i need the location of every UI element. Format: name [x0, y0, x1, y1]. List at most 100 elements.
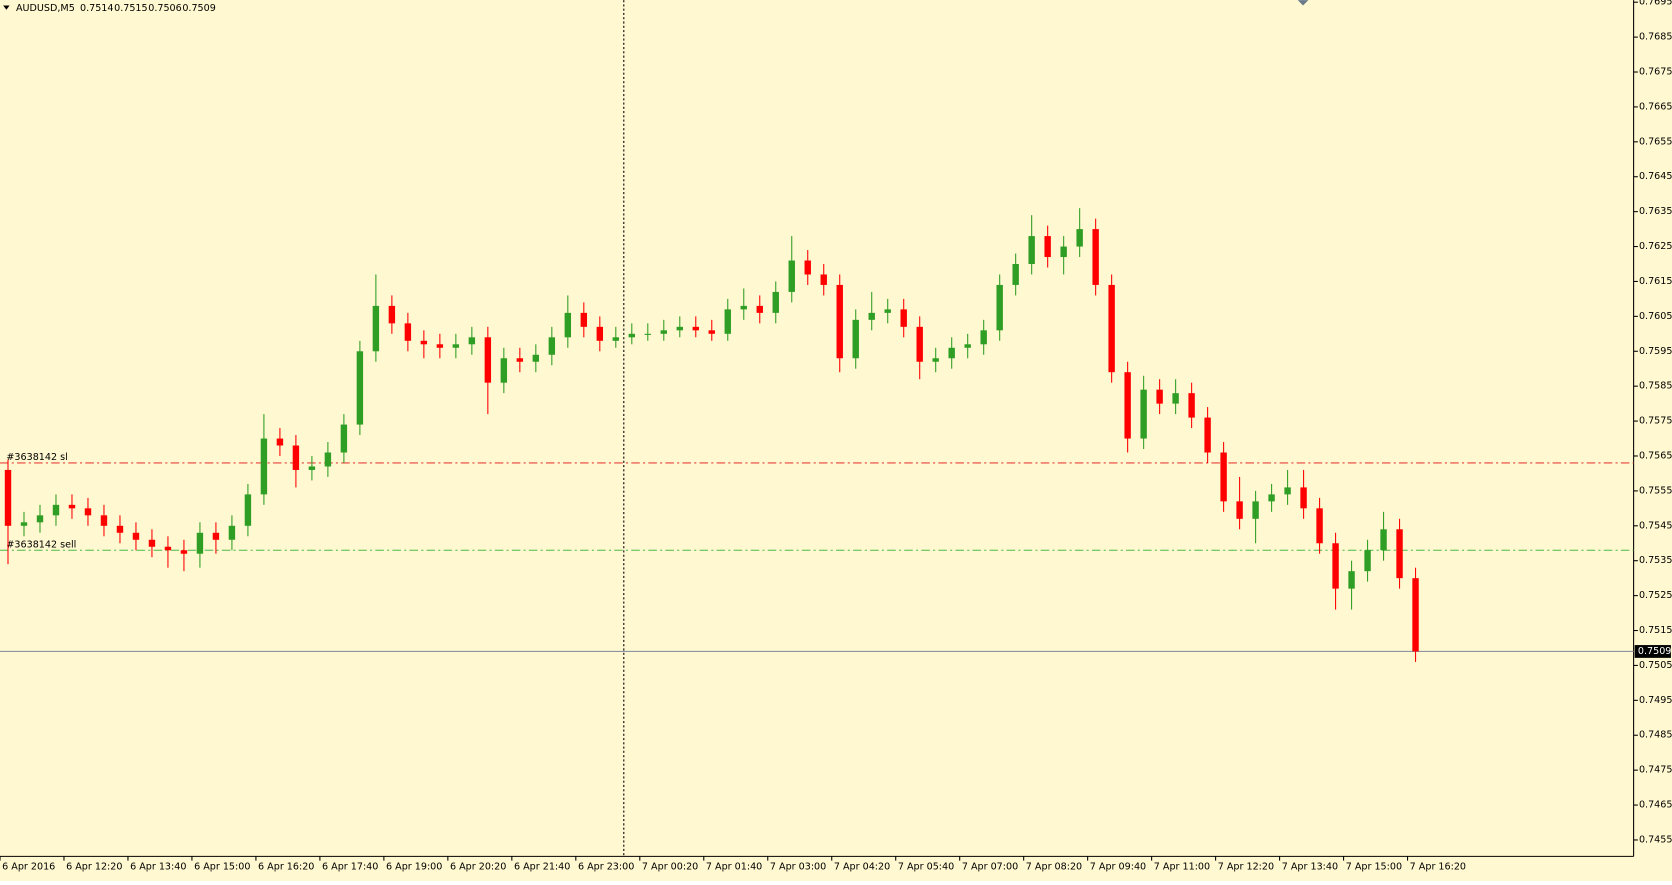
x-tick-label: 7 Apr 03:00 — [770, 862, 826, 873]
candle-body — [756, 305, 763, 313]
candle-body — [404, 323, 412, 341]
header-value: 0.7515 — [114, 3, 148, 14]
candle-body — [164, 546, 172, 551]
y-tick-label: 0.7545 — [1639, 520, 1672, 531]
candle-body — [1396, 529, 1403, 579]
candle-body — [260, 438, 268, 495]
candle-body — [1140, 389, 1147, 439]
y-tick-label: 0.7595 — [1639, 346, 1672, 357]
candle-body — [868, 312, 875, 320]
x-tick-label: 7 Apr 01:40 — [706, 862, 762, 873]
header-value: 0.7514 — [80, 3, 114, 14]
x-tick-label: 7 Apr 05:40 — [898, 862, 954, 873]
x-tick-label: 7 Apr 09:40 — [1090, 862, 1146, 873]
candle-body — [1364, 550, 1371, 572]
candle-body — [676, 326, 683, 331]
x-tick-label: 6 Apr 17:40 — [322, 862, 378, 873]
x-tick-label: 7 Apr 15:00 — [1346, 862, 1402, 873]
candle-body — [20, 522, 28, 526]
candle-body — [276, 438, 284, 446]
candle-body — [1300, 487, 1307, 509]
candle-body — [900, 309, 907, 327]
candle-body — [964, 344, 971, 348]
y-tick-label: 0.7615 — [1639, 276, 1672, 287]
candle-body — [1108, 284, 1115, 373]
candle-body — [1124, 372, 1131, 439]
x-tick-label: 7 Apr 00:20 — [642, 862, 698, 873]
candle-body — [356, 351, 364, 425]
candle-body — [420, 340, 428, 345]
x-tick-label: 7 Apr 07:00 — [962, 862, 1018, 873]
bid-box — [1634, 645, 1671, 658]
y-tick-label: 0.7645 — [1639, 171, 1672, 182]
candle-body — [516, 358, 524, 362]
header-value: 0.7506 — [148, 3, 182, 14]
y-tick-label: 0.7695 — [1639, 0, 1672, 8]
candle-body — [820, 274, 827, 285]
candle-body — [1380, 529, 1387, 551]
candle-body — [852, 319, 859, 359]
x-tick-label: 7 Apr 04:20 — [834, 862, 890, 873]
candle-body — [244, 494, 252, 526]
y-tick-label: 0.7635 — [1639, 206, 1672, 217]
y-tick-label: 0.7465 — [1639, 800, 1672, 811]
candle-body — [452, 344, 460, 348]
scroll-marker[interactable] — [1297, 0, 1309, 6]
candle-body — [84, 508, 92, 516]
header-arrow[interactable] — [3, 5, 10, 10]
candle-body — [916, 326, 923, 362]
candle-body — [1060, 246, 1067, 258]
y-tick-label: 0.7675 — [1639, 67, 1672, 78]
candle-body — [612, 337, 620, 341]
y-tick-label: 0.7475 — [1639, 765, 1672, 776]
y-tick-label: 0.7455 — [1639, 834, 1672, 845]
y-tick-label: 0.7485 — [1639, 730, 1672, 741]
candle-body — [932, 358, 939, 362]
candle-body — [212, 532, 220, 540]
y-tick-label: 0.7565 — [1639, 450, 1672, 461]
candle-body — [772, 291, 779, 313]
y-tick-label: 0.7655 — [1639, 136, 1672, 147]
y-tick-label: 0.7505 — [1639, 660, 1672, 671]
candle-body — [1252, 501, 1259, 519]
candle-body — [1012, 264, 1019, 285]
y-tick-label: 0.7535 — [1639, 555, 1672, 566]
candle-body — [388, 305, 396, 324]
candle-body — [724, 309, 731, 334]
y-tick-label: 0.7495 — [1639, 695, 1672, 706]
candle-body — [1044, 236, 1051, 258]
candle-body — [36, 515, 44, 523]
symbol: AUDUSD,M5 — [16, 3, 75, 14]
x-tick-label: 6 Apr 2016 — [2, 862, 55, 873]
candle-body — [580, 312, 588, 327]
y-tick-label: 0.7625 — [1639, 241, 1672, 252]
candle-body — [1332, 543, 1339, 589]
candle-body — [836, 284, 843, 359]
candle-body — [884, 309, 891, 313]
x-tick-label: 6 Apr 19:00 — [386, 862, 442, 873]
candle-body — [548, 337, 556, 355]
candle-body — [372, 305, 380, 352]
x-tick-label: 7 Apr 08:20 — [1026, 862, 1082, 873]
header-value: 0.7509 — [182, 3, 216, 14]
candle-body — [980, 330, 987, 345]
x-tick-label: 6 Apr 21:40 — [514, 862, 570, 873]
candle-body — [116, 525, 124, 533]
x-tick-label: 6 Apr 20:20 — [450, 862, 506, 873]
candle-body — [1028, 236, 1035, 265]
candle-body — [484, 337, 492, 383]
y-tick-label: 0.7515 — [1639, 625, 1672, 636]
candle-body — [340, 424, 348, 453]
candle-body — [1220, 452, 1227, 502]
y-tick-label: 0.7555 — [1639, 485, 1672, 496]
candle-body — [1316, 508, 1323, 544]
candle-body — [308, 466, 316, 470]
x-tick-label: 7 Apr 11:00 — [1154, 862, 1210, 873]
y-tick-label: 0.7525 — [1639, 590, 1672, 601]
x-tick-label: 7 Apr 13:40 — [1282, 862, 1338, 873]
candle-body — [1204, 417, 1211, 453]
candle-body — [1268, 494, 1275, 502]
y-tick-label: 0.7665 — [1639, 101, 1672, 112]
